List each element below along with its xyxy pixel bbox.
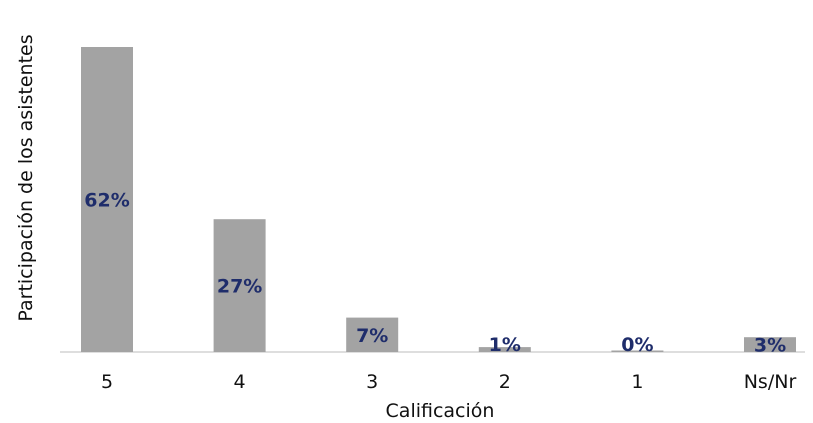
bar-5 — [81, 47, 133, 352]
data-label: 62% — [84, 190, 129, 212]
y-axis-title: Participación de los asistentes — [15, 34, 37, 321]
data-label: 3% — [754, 335, 786, 357]
bar-3 — [346, 317, 399, 352]
x-tick-label: 2 — [499, 371, 511, 393]
bar-4 — [213, 219, 266, 352]
x-tick-label: Ns/Nr — [744, 371, 797, 393]
bar-ns-nr — [744, 337, 796, 352]
bar-2 — [478, 347, 531, 352]
x-tick-labels-group: 5 4 3 2 1 Ns/Nr — [101, 371, 796, 393]
data-label: 7% — [356, 325, 388, 347]
bar-1 — [611, 350, 664, 352]
x-axis-title: Calificación — [386, 400, 495, 422]
bars-group — [81, 47, 796, 352]
x-tick-label: 3 — [366, 371, 378, 393]
data-label: 1% — [489, 334, 521, 356]
x-tick-label: 4 — [234, 371, 246, 393]
x-tick-label: 5 — [101, 371, 113, 393]
x-tick-label: 1 — [631, 371, 643, 393]
data-labels-group: 62% 27% 7% 1% 0% 3% — [84, 190, 786, 357]
data-label: 0% — [621, 334, 653, 356]
data-label: 27% — [217, 276, 262, 298]
